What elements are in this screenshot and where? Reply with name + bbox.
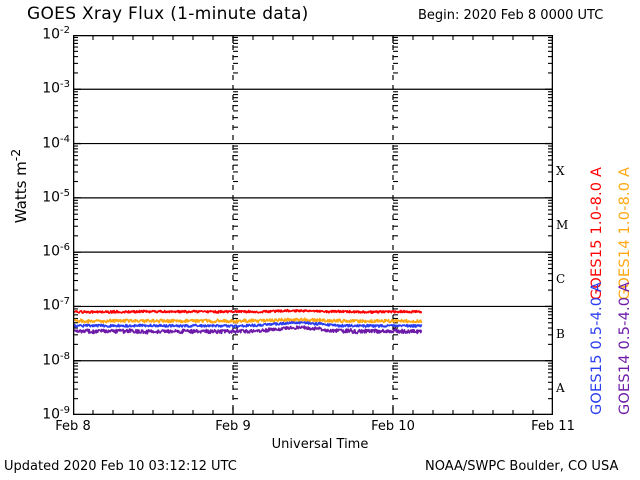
agency-credit: NOAA/SWPC Boulder, CO USA bbox=[425, 459, 619, 474]
updated-timestamp: Updated 2020 Feb 10 03:12:12 UTC bbox=[4, 459, 237, 474]
legend-item-1: GOES14 1.0-8.0 A bbox=[617, 166, 633, 300]
y-tick-exponent: -9 bbox=[60, 405, 70, 416]
y-tick-exponent: -6 bbox=[60, 242, 70, 254]
y-tick-mantissa: 10 bbox=[42, 406, 61, 423]
x-tick-label: Feb 11 bbox=[531, 419, 575, 434]
page-title: GOES Xray Flux (1-minute data) bbox=[27, 4, 309, 24]
data-series-0 bbox=[73, 308, 423, 314]
x-axis-tick-labels: Feb 8 Feb 9 Feb 10 Feb 11 bbox=[0, 419, 640, 441]
y-tick-label: 10-8 bbox=[42, 351, 70, 369]
y-tick-mantissa: 10 bbox=[42, 243, 61, 260]
y-tick-mantissa: 10 bbox=[42, 298, 61, 315]
y-tick-label: 10-4 bbox=[42, 134, 70, 152]
legend-item-3: GOES14 0.5-4.0 A bbox=[617, 281, 633, 415]
data-series-3 bbox=[73, 325, 423, 335]
x-tick-label: Feb 9 bbox=[215, 419, 251, 434]
y-tick-exponent: -2 bbox=[60, 25, 70, 36]
y-tick-exponent: -7 bbox=[60, 296, 70, 308]
legend-item-2: GOES15 0.5-4.0 A bbox=[589, 281, 605, 415]
x-tick-label: Feb 10 bbox=[371, 419, 415, 434]
flare-class-m: M bbox=[556, 218, 569, 232]
y-tick-mantissa: 10 bbox=[42, 189, 61, 206]
x-axis-title: Universal Time bbox=[271, 437, 369, 452]
y-tick-mantissa: 10 bbox=[42, 80, 61, 97]
legend-item-0: GOES15 1.0-8.0 A bbox=[589, 166, 605, 300]
flare-class-a: A bbox=[556, 380, 565, 395]
y-tick-exponent: -4 bbox=[60, 133, 70, 145]
flare-class-c: C bbox=[556, 272, 566, 287]
plot-area bbox=[73, 35, 553, 415]
y-tick-label: 10-7 bbox=[42, 296, 70, 314]
data-series-1 bbox=[73, 317, 423, 324]
x-tick-label: Feb 8 bbox=[55, 419, 91, 434]
y-tick-mantissa: 10 bbox=[42, 352, 61, 369]
plot-frame bbox=[73, 35, 553, 415]
y-tick-label: 10-2 bbox=[42, 25, 70, 43]
y-tick-exponent: -8 bbox=[60, 350, 70, 362]
y-tick-label: 10-5 bbox=[42, 188, 70, 206]
y-tick-label: 10-3 bbox=[42, 79, 70, 97]
y-tick-label: 10-6 bbox=[42, 242, 70, 260]
flare-class-x: X bbox=[556, 163, 565, 178]
flare-class-scale: X M C B A bbox=[556, 35, 576, 415]
y-tick-exponent: -5 bbox=[60, 187, 70, 199]
y-tick-mantissa: 10 bbox=[42, 135, 61, 152]
y-tick-exponent: -3 bbox=[60, 79, 70, 91]
flare-class-b: B bbox=[556, 326, 565, 341]
data-series-2 bbox=[73, 320, 423, 329]
y-axis-tick-labels: 10-2 10-3 10-4 10-5 10-6 10-7 10-8 10-9 bbox=[0, 0, 70, 480]
plot-canvas bbox=[73, 35, 553, 415]
y-tick-mantissa: 10 bbox=[42, 26, 61, 43]
y-tick-label: 10-9 bbox=[42, 405, 70, 423]
begin-time-label: Begin: 2020 Feb 8 0000 UTC bbox=[418, 8, 604, 23]
